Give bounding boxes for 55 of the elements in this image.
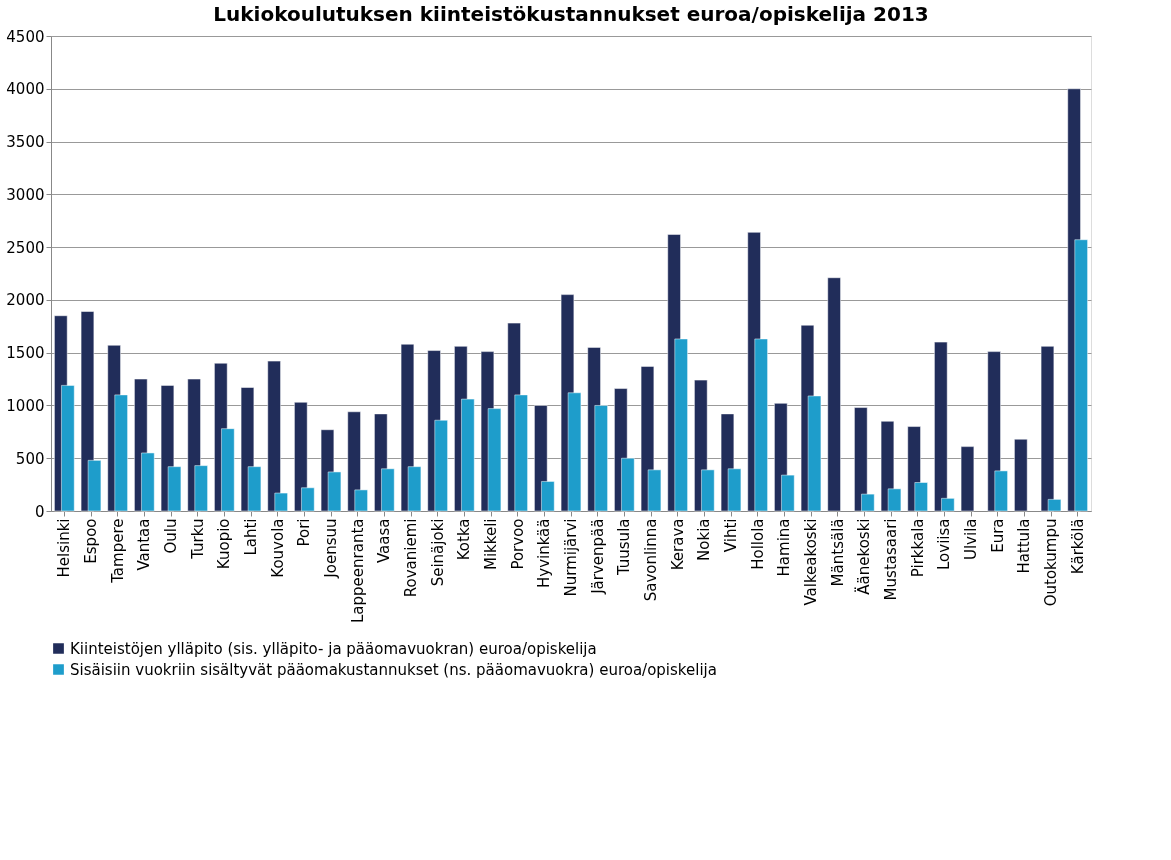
x-tick-label: Rovaniemi	[402, 518, 420, 598]
x-tick-label: Oulu	[162, 518, 180, 554]
x-tick-label: Nokia	[695, 518, 714, 561]
x-tick-label: Eura	[988, 518, 1007, 553]
y-tick-label: 3500	[6, 133, 45, 152]
x-tick-label: Tampere	[108, 518, 127, 584]
y-tick-label: 2000	[6, 291, 45, 310]
x-tick-label: Porvoo	[508, 518, 527, 570]
y-tick-label: 1000	[6, 396, 45, 415]
x-tick-label: Mikkeli	[482, 518, 500, 571]
y-tick-label: 500	[15, 449, 45, 468]
y-tick-label: 4000	[6, 80, 45, 99]
y-tick-label: 0	[34, 502, 45, 521]
y-tick-label: 3000	[6, 185, 45, 204]
x-tick-label: Espoo	[82, 518, 100, 564]
x-tick-label: Turku	[188, 518, 207, 560]
x-tick-label: Hollola	[748, 518, 767, 570]
x-tick-label: Hattula	[1015, 518, 1034, 574]
x-tick-label: Joensuu	[322, 518, 340, 579]
x-tick-label: Nurmijärvi	[562, 518, 580, 597]
x-tick-label: Vihti	[722, 518, 740, 553]
x-tick-label: Ulvila	[962, 518, 980, 561]
x-tick-label: Äänekoski	[854, 518, 874, 595]
y-tick-label: 2500	[6, 238, 45, 257]
x-tick-label: Pirkkala	[908, 518, 927, 578]
x-tick-label: Lahti	[242, 518, 260, 556]
x-tick-label: Kouvola	[268, 518, 287, 578]
x-tick-label: Loviisa	[935, 518, 954, 570]
x-tick-label: Hyvinkää	[535, 518, 554, 589]
x-tick-label: Mäntsälä	[828, 518, 847, 587]
bar	[827, 277, 841, 512]
bar	[1014, 438, 1028, 512]
chart-title: Lukiokoulutuksen kiinteistökustannukset euroa/opiskelija 2013	[213, 2, 929, 26]
x-tick-label: Savonlinna	[642, 518, 660, 602]
x-tick-label: Järvenpää	[588, 518, 607, 595]
x-tick-label: Kuopio	[215, 518, 234, 570]
x-tick-label: Mustasaari	[882, 518, 900, 601]
x-tick-label: Lappeenranta	[348, 518, 367, 623]
x-tick-label: Vaasa	[375, 518, 394, 563]
x-tick-label: Pori	[295, 518, 314, 547]
y-tick-label: 1500	[6, 344, 45, 363]
x-tick-label: Kotka	[455, 518, 474, 561]
x-tick-label: Seinäjoki	[428, 518, 447, 587]
legend-label: Sisäisiin vuokriin sisältyvät pääomakustannukset (ns. pääomavuokra) euroa/opiskelija	[70, 660, 717, 679]
y-tick-label: 4500	[6, 27, 45, 46]
x-tick-label: Vantaa	[135, 518, 154, 571]
legend-label: Kiinteistöjen ylläpito (sis. ylläpito- ja pääomavuokran) euroa/opiskelija	[70, 639, 597, 658]
bar	[960, 446, 975, 512]
x-tick-label: Valkeakoski	[802, 518, 820, 606]
x-tick-label: Outokumpu	[1042, 518, 1060, 607]
x-tick-label: Tuusula	[615, 518, 634, 577]
x-tick-label: Kärkölä	[1068, 518, 1087, 575]
x-tick-label: Helsinki	[55, 518, 74, 578]
x-tick-label: Kerava	[668, 518, 687, 571]
x-tick-label: Hamina	[775, 518, 794, 577]
